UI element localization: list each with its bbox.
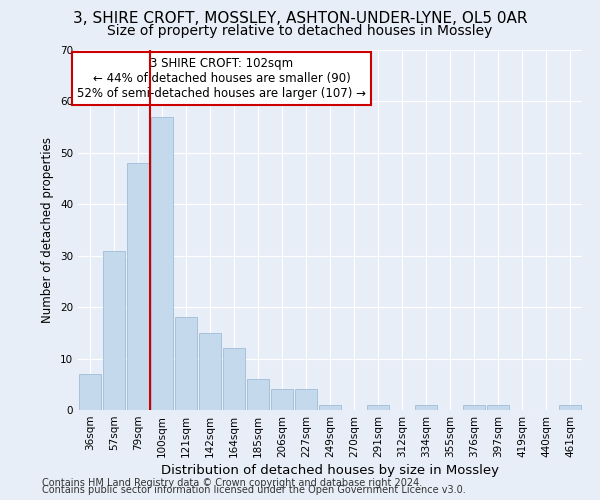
Bar <box>271 390 293 410</box>
Bar <box>103 250 125 410</box>
Bar <box>223 348 245 410</box>
Text: 3, SHIRE CROFT, MOSSLEY, ASHTON-UNDER-LYNE, OL5 0AR: 3, SHIRE CROFT, MOSSLEY, ASHTON-UNDER-LY… <box>73 11 527 26</box>
Text: Contains HM Land Registry data © Crown copyright and database right 2024.: Contains HM Land Registry data © Crown c… <box>42 478 422 488</box>
Text: Contains public sector information licensed under the Open Government Licence v3: Contains public sector information licen… <box>42 485 466 495</box>
Text: Size of property relative to detached houses in Mossley: Size of property relative to detached ho… <box>107 24 493 38</box>
Bar <box>175 318 197 410</box>
Text: 3 SHIRE CROFT: 102sqm
← 44% of detached houses are smaller (90)
52% of semi-deta: 3 SHIRE CROFT: 102sqm ← 44% of detached … <box>77 57 366 100</box>
Bar <box>79 374 101 410</box>
Bar <box>559 405 581 410</box>
Bar <box>487 405 509 410</box>
Bar <box>151 117 173 410</box>
X-axis label: Distribution of detached houses by size in Mossley: Distribution of detached houses by size … <box>161 464 499 477</box>
Bar <box>295 390 317 410</box>
Bar <box>199 333 221 410</box>
Y-axis label: Number of detached properties: Number of detached properties <box>41 137 55 323</box>
Bar <box>319 405 341 410</box>
Bar <box>127 163 149 410</box>
Bar <box>415 405 437 410</box>
Bar <box>367 405 389 410</box>
Bar <box>463 405 485 410</box>
Bar <box>247 379 269 410</box>
